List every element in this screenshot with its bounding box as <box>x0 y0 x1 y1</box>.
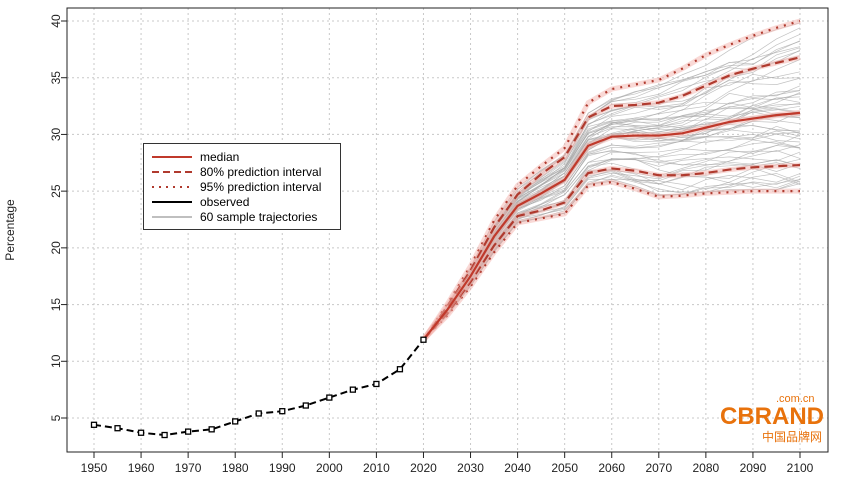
sample-trajectory <box>423 111 801 340</box>
observed-point <box>114 425 121 432</box>
plot-border <box>66 7 829 453</box>
observed-point <box>255 410 262 417</box>
observed-point <box>420 336 427 343</box>
y-tick-label: 30 <box>49 127 63 141</box>
x-tick-label: 2020 <box>410 461 437 475</box>
y-tick-label: 15 <box>49 298 63 312</box>
observed-point <box>90 421 98 428</box>
watermark-logo: .com.cn CBRAND 中国品牌网 <box>720 393 824 444</box>
x-tick-label: 1950 <box>81 461 108 475</box>
legend-item-observed: observed <box>152 194 250 209</box>
observed-point <box>137 429 145 436</box>
x-tick-label: 1980 <box>222 461 249 475</box>
watermark-brand: CBRAND <box>720 403 824 430</box>
observed-point <box>373 380 380 388</box>
y-tick-label: 25 <box>49 184 63 198</box>
observed-point <box>161 431 168 439</box>
pi95-lower-line-halo <box>421 179 800 342</box>
x-tick-label: 2050 <box>551 461 578 475</box>
watermark-domain: .com.cn <box>776 393 815 405</box>
x-tick-label: 1970 <box>175 461 202 475</box>
x-tick-label: 2030 <box>457 461 484 475</box>
x-tick-label: 2100 <box>787 461 814 475</box>
median-line <box>422 111 801 341</box>
legend-item-median: median <box>152 149 240 164</box>
legend-item-80: 80% prediction interval <box>152 164 322 179</box>
x-tick-label: 2000 <box>316 461 343 475</box>
pi80-lower-line <box>422 163 801 341</box>
y-tick-label: 5 <box>49 414 63 421</box>
x-tick-label: 2070 <box>645 461 672 475</box>
watermark-tagline: 中国品牌网 <box>762 429 822 444</box>
observed-point <box>232 418 239 425</box>
y-tick-label: 20 <box>49 241 63 255</box>
y-tick-label: 35 <box>49 71 63 85</box>
x-tick-label: 2060 <box>598 461 625 475</box>
observed-point <box>326 394 333 401</box>
observed-point <box>184 428 192 435</box>
y-tick-label: 40 <box>49 14 63 28</box>
sample-trajectory <box>423 124 801 340</box>
y-tick-label: 10 <box>49 354 63 368</box>
observed-point <box>302 402 309 409</box>
x-tick-label: 1960 <box>128 461 155 475</box>
y-axis-label: Percentage <box>3 199 17 261</box>
observed-point <box>396 366 404 373</box>
x-tick-label: 2090 <box>740 461 767 475</box>
legend-item-samples: 60 sample trajectories <box>152 209 318 224</box>
x-tick-label: 2010 <box>363 461 390 475</box>
legend: median 80% prediction interval 95% predi… <box>143 143 341 230</box>
legend-item-95: 95% prediction interval <box>152 179 322 194</box>
pi80-upper-line <box>422 56 801 341</box>
x-tick-label: 2080 <box>693 461 720 475</box>
median-halo <box>421 109 801 342</box>
x-tick-label: 1990 <box>269 461 296 475</box>
observed-point <box>208 426 215 433</box>
x-tick-label: 2040 <box>504 461 531 475</box>
observed-line <box>93 339 425 437</box>
observed-point <box>349 386 357 393</box>
observed-point <box>279 408 286 415</box>
sample-trajectory <box>423 93 801 340</box>
pi95-upper-line <box>422 19 801 341</box>
